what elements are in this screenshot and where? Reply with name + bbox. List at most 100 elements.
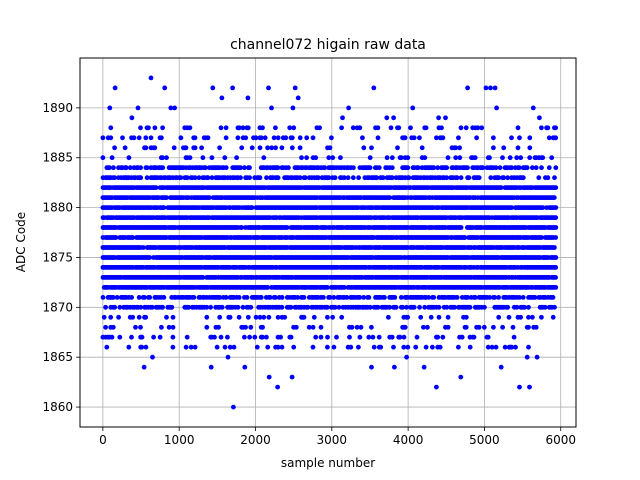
data-point bbox=[338, 155, 343, 161]
data-point bbox=[419, 145, 425, 151]
data-point bbox=[463, 324, 469, 330]
data-point bbox=[371, 344, 377, 350]
data-point bbox=[436, 314, 442, 320]
data-point bbox=[282, 314, 288, 320]
data-point bbox=[284, 225, 290, 230]
data-point bbox=[205, 135, 211, 141]
data-point bbox=[318, 324, 324, 330]
data-point bbox=[443, 115, 448, 121]
data-point bbox=[384, 155, 390, 161]
data-point bbox=[437, 344, 443, 350]
data-point bbox=[278, 334, 283, 340]
y-axis-label: ADC Code bbox=[14, 212, 28, 272]
data-point bbox=[511, 334, 517, 340]
data-point bbox=[310, 135, 316, 141]
data-point bbox=[141, 364, 147, 370]
data-point bbox=[411, 135, 417, 141]
data-point bbox=[260, 334, 265, 340]
data-point bbox=[501, 145, 507, 151]
data-point bbox=[160, 304, 166, 310]
data-point bbox=[471, 334, 477, 340]
data-point bbox=[187, 125, 193, 131]
y-tick-label: 1875 bbox=[42, 250, 73, 264]
data-point bbox=[273, 125, 278, 131]
data-point bbox=[245, 125, 251, 131]
data-point bbox=[500, 155, 505, 161]
data-point bbox=[108, 125, 114, 131]
data-point bbox=[391, 115, 396, 121]
data-point bbox=[261, 314, 267, 320]
data-point bbox=[184, 175, 190, 181]
data-point bbox=[212, 334, 217, 340]
data-point bbox=[553, 285, 559, 290]
data-point bbox=[476, 175, 482, 181]
data-point bbox=[159, 324, 164, 330]
data-point bbox=[417, 135, 422, 141]
data-point bbox=[171, 145, 177, 151]
data-point bbox=[350, 175, 356, 181]
data-point bbox=[345, 175, 351, 181]
data-point bbox=[143, 145, 149, 151]
data-point bbox=[369, 324, 374, 330]
data-point bbox=[445, 324, 451, 330]
data-point bbox=[275, 384, 280, 390]
data-point bbox=[136, 295, 142, 300]
data-point bbox=[327, 145, 333, 151]
data-point bbox=[357, 125, 363, 131]
data-point bbox=[553, 125, 558, 131]
y-tick-label: 1870 bbox=[42, 300, 73, 314]
data-point bbox=[258, 135, 264, 141]
data-point bbox=[172, 105, 178, 111]
data-point bbox=[242, 165, 247, 171]
data-point bbox=[240, 304, 246, 310]
data-point bbox=[139, 334, 145, 340]
data-point bbox=[325, 344, 330, 350]
data-point bbox=[527, 145, 533, 151]
data-point bbox=[474, 135, 479, 141]
data-point bbox=[411, 304, 417, 310]
data-point bbox=[116, 314, 121, 320]
data-point bbox=[288, 334, 294, 340]
data-point bbox=[217, 295, 223, 300]
data-point bbox=[494, 105, 499, 111]
data-point bbox=[131, 135, 137, 141]
data-point bbox=[507, 155, 513, 161]
data-point bbox=[275, 344, 281, 350]
data-point bbox=[266, 85, 271, 91]
data-point bbox=[498, 364, 504, 370]
data-point bbox=[435, 334, 441, 340]
data-point bbox=[553, 265, 559, 270]
data-point bbox=[222, 155, 228, 161]
data-point bbox=[417, 304, 422, 310]
data-point bbox=[126, 155, 132, 161]
data-point bbox=[223, 295, 229, 300]
data-point bbox=[553, 215, 559, 221]
data-point bbox=[421, 364, 427, 370]
data-point bbox=[515, 145, 521, 151]
data-point bbox=[497, 165, 503, 171]
data-point bbox=[465, 85, 470, 91]
data-point bbox=[472, 155, 478, 161]
data-point bbox=[235, 135, 241, 141]
data-point bbox=[526, 344, 531, 350]
y-tick-label: 1880 bbox=[42, 201, 73, 215]
data-point bbox=[216, 324, 221, 330]
data-point bbox=[533, 324, 539, 330]
data-point bbox=[217, 145, 223, 151]
data-point bbox=[349, 324, 355, 330]
data-point bbox=[267, 295, 273, 300]
data-point bbox=[518, 155, 524, 161]
data-point bbox=[269, 105, 274, 111]
data-point bbox=[491, 135, 496, 141]
data-point bbox=[100, 155, 106, 161]
data-point bbox=[457, 155, 463, 161]
data-point bbox=[540, 155, 546, 161]
data-point bbox=[133, 324, 138, 330]
data-point bbox=[242, 334, 247, 340]
data-point bbox=[440, 135, 446, 141]
data-point bbox=[444, 165, 450, 171]
data-point bbox=[113, 235, 119, 240]
data-point bbox=[149, 304, 155, 310]
data-point bbox=[160, 125, 166, 131]
